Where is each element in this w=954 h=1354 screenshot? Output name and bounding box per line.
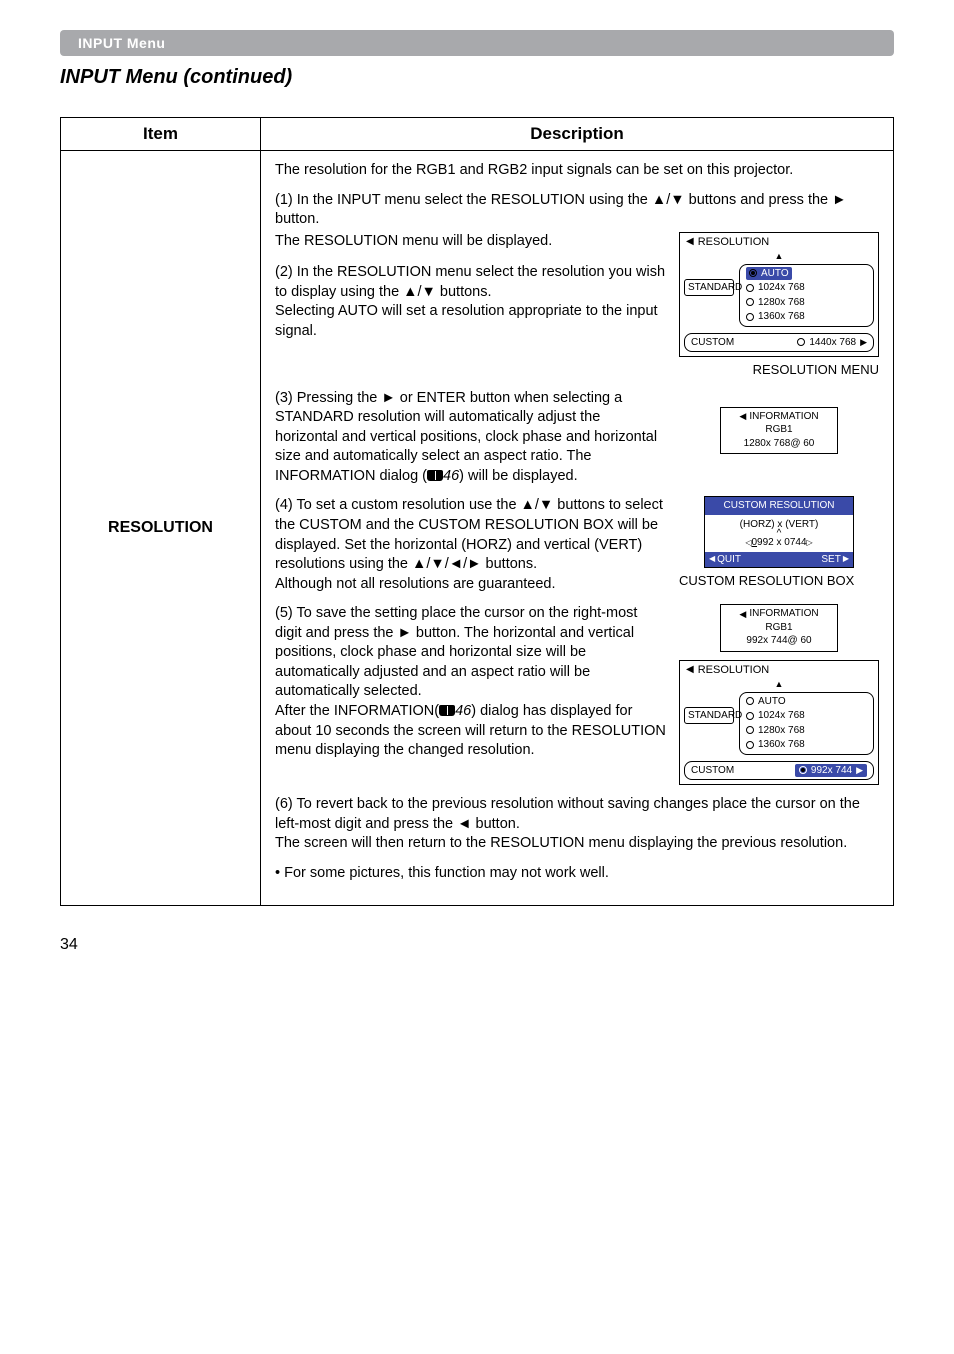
book-icon [427,470,443,481]
custom-row: CUSTOM 992x 744 ▶ [684,761,874,781]
step2b: Selecting AUTO will set a resolution app… [275,302,667,341]
step4a: (4) To set a custom resolution use the ▲… [275,496,667,574]
page-heading: INPUT Menu (continued) [60,66,894,89]
cust-res-title: CUSTOM RESOLUTION [705,497,853,515]
page-number: 34 [60,936,954,954]
triangle-up-icon: ▲ [680,252,878,261]
description-cell: The resolution for the RGB1 and RGB2 inp… [261,151,894,906]
info-title: INFORMATION [749,410,818,424]
step1b: The RESOLUTION menu will be displayed. [275,232,667,252]
triangle-left-icon: ◀ [686,663,694,677]
menu-bar-label: INPUT Menu [78,35,165,51]
quit-label: QUIT [717,553,741,567]
auto-option-selected: AUTO [746,267,792,281]
cust-res-rest: 992 x 0744 [757,537,807,548]
th-description: Description [261,118,894,151]
step6b: The screen will then return to the RESOL… [275,835,847,851]
resolution-menu-figure-1: ◀ RESOLUTION ▲ STANDARD [679,232,879,379]
info-line2: 992x 744@ 60 [725,634,833,648]
custom-selected-highlight: 992x 744 ▶ [795,764,867,778]
step3-ref: 46 [443,468,459,484]
triangle-left-icon: ◀ [739,608,746,620]
info-title: INFORMATION [749,607,818,621]
triangle-left-icon: ◀ [686,235,694,249]
radio-icon [746,697,754,705]
radio-icon [746,284,754,292]
radio-icon [746,313,754,321]
radio-icon [797,338,805,346]
step2a: (2) In the RESOLUTION menu select the re… [275,263,667,302]
resolution-options-box: AUTO 1024x 768 1280x 768 1360x 768 [739,264,874,327]
radio-icon [746,726,754,734]
item-name: RESOLUTION [61,151,261,906]
custom-label: CUSTOM [691,764,734,778]
triangle-right-icon: ▶ [860,336,867,348]
step3-end: ) will be displayed. [459,468,577,484]
book-icon [439,705,455,716]
radio-icon [746,741,754,749]
res-opt-2: 1360x 768 [758,310,805,324]
info-line1: RGB1 [725,423,833,437]
step1a: (1) In the INPUT menu select the RESOLUT… [275,192,846,228]
step5b-ref: 46 [455,703,471,719]
bullet-note: • For some pictures, this function may n… [275,864,879,884]
standard-label: STANDARD [684,707,734,725]
res-opt-0: 1024x 768 [758,709,805,723]
main-table: Item Description RESOLUTION The resoluti… [60,117,894,906]
radio-filled-icon [749,269,757,277]
step1: (1) In the INPUT menu select the RESOLUT… [275,191,879,230]
step6a: (6) To revert back to the previous resol… [275,796,860,832]
information-dialog-2: ◀INFORMATION RGB1 992x 744@ 60 [720,604,838,652]
info-line1: RGB1 [725,621,833,635]
res-menu-caption: RESOLUTION MENU [679,361,879,379]
resolution-options-box: AUTO 1024x 768 1280x 768 1360x 768 [739,692,874,755]
step5b-pre: After the INFORMATION( [275,703,439,719]
custom-label: CUSTOM [691,336,734,350]
information-dialog-1: ◀INFORMATION RGB1 1280x 768@ 60 [720,407,838,455]
res-opt-2: 1360x 768 [758,738,805,752]
standard-label: STANDARD [684,279,734,297]
radio-icon [746,712,754,720]
triangle-left-icon: ◀ [709,554,715,565]
set-label: SET [821,553,840,567]
intro-text: The resolution for the RGB1 and RGB2 inp… [275,161,879,181]
res-opt-0: 1024x 768 [758,281,805,295]
res-panel-title: RESOLUTION [698,235,770,250]
res-panel-title: RESOLUTION [698,663,770,678]
auto-option: AUTO [758,695,786,709]
step5a: (5) To save the setting place the cursor… [275,604,667,702]
custom-res-value: 992x 744 [811,764,852,778]
triangle-left-icon: ◀ [739,410,746,422]
menu-bar: INPUT Menu [60,30,894,56]
custom-res-value: 1440x 768 [809,336,856,350]
radio-icon [746,298,754,306]
step4b: Although not all resolutions are guarant… [275,575,667,595]
res-opt-1: 1280x 768 [758,724,805,738]
custom-row: CUSTOM 1440x 768 ▶ [684,333,874,353]
triangle-right-small-icon: ▷ [807,538,813,547]
th-item: Item [61,118,261,151]
info-line2: 1280x 768@ 60 [725,437,833,451]
res-opt-1: 1280x 768 [758,296,805,310]
triangle-right-icon: ▶ [843,554,849,565]
cust-box-caption: CUSTOM RESOLUTION BOX [679,572,879,590]
custom-resolution-box: CUSTOM RESOLUTION (HORZ) x (VERT) ^ ◁099… [704,496,854,568]
triangle-up-icon: ▲ [680,680,878,689]
triangle-right-icon: ▶ [856,764,863,776]
radio-filled-icon [799,766,807,774]
